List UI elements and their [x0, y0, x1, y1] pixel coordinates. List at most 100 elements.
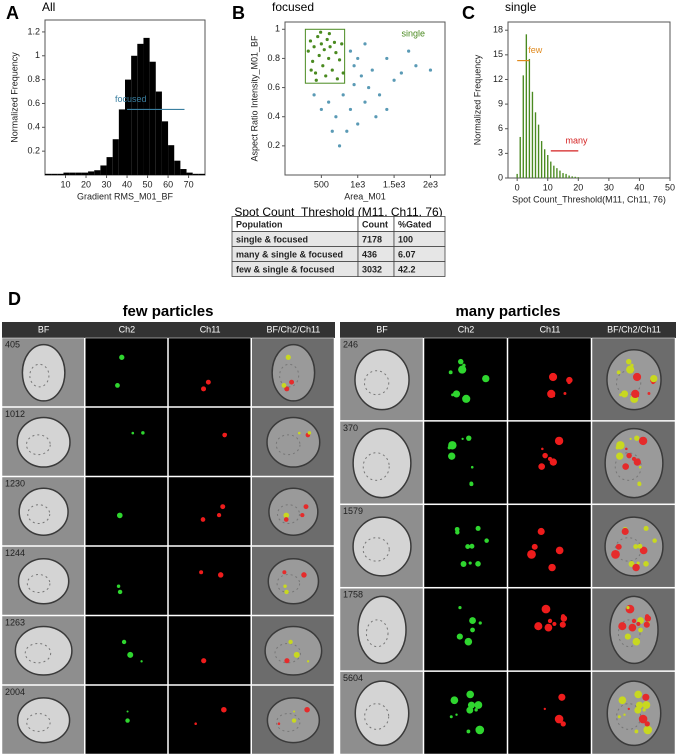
fluorescent-spot	[567, 380, 571, 385]
fluorescent-spot	[288, 639, 293, 645]
fluorescent-spot	[277, 722, 281, 725]
scatter-point	[319, 107, 323, 112]
fluorescent-spot	[466, 435, 472, 441]
table-value: 42.2	[398, 264, 416, 274]
image-tile	[423, 587, 508, 671]
fluorescent-spot	[449, 715, 453, 719]
cell-id: 370	[343, 423, 358, 433]
cell-texture	[27, 504, 51, 524]
fluorescent-spot	[300, 512, 305, 518]
histogram-bar	[94, 170, 101, 175]
fluorescent-spot	[547, 389, 556, 399]
histogram-bar	[45, 173, 52, 175]
fluorescent-spot	[205, 379, 211, 385]
x-axis-label: Gradient RMS_M01_BF	[77, 191, 174, 201]
fluorescent-spot	[632, 372, 642, 382]
scatter-point	[334, 51, 338, 55]
fluorescent-spot	[616, 370, 621, 375]
histogram-bar	[192, 173, 199, 175]
y-tick-label: 0.8	[27, 74, 40, 84]
fluorescent-spot	[626, 452, 632, 459]
cell-body	[16, 697, 71, 744]
fluorescent-spot	[627, 707, 630, 711]
gate-label: single	[401, 28, 425, 38]
scatter-point	[312, 45, 316, 49]
fluorescent-spot	[115, 383, 120, 388]
x-tick-label: 2e3	[423, 179, 438, 189]
fluorescent-spot	[201, 658, 207, 664]
fluorescent-spot	[465, 544, 471, 549]
cell-body	[17, 557, 70, 605]
bar	[556, 168, 558, 178]
scatter-point	[314, 78, 318, 82]
scatter-point	[335, 77, 339, 81]
image-tile	[85, 476, 168, 546]
fluorescent-spot	[475, 525, 481, 531]
cell-texture	[24, 642, 52, 664]
bar	[525, 34, 528, 178]
y-tick-label: 1	[35, 50, 40, 60]
fluorescent-spot	[634, 435, 640, 441]
fluorescent-spot	[643, 725, 653, 735]
scatter-point	[337, 144, 342, 148]
gallery-title: few particles	[123, 303, 214, 320]
cell-texture	[362, 537, 390, 562]
bar	[534, 112, 537, 178]
scatter-point	[348, 107, 353, 112]
image-tile	[507, 337, 592, 421]
cell-body	[352, 427, 412, 499]
fluorescent-spot	[622, 463, 629, 470]
fluorescent-spot	[628, 623, 637, 632]
cell-texture	[25, 434, 51, 456]
fluorescent-spot	[291, 718, 297, 723]
cell-id: 1244	[5, 548, 25, 558]
y-axis-label: Aspect Ratio Intensity_M01_BF	[249, 35, 259, 162]
fluorescent-spot	[531, 543, 538, 550]
fluorescent-spot	[631, 618, 637, 624]
cell-id: 1230	[5, 478, 25, 488]
fluorescent-spot	[281, 383, 287, 388]
fluorescent-spot	[117, 589, 123, 595]
fluorescent-spot	[559, 621, 566, 628]
table-value: single & focused	[236, 234, 308, 244]
fluorescent-spot	[638, 714, 648, 724]
gate-label: many	[566, 135, 589, 145]
fluorescent-spot	[469, 481, 474, 486]
table-value: 6.07	[398, 249, 416, 259]
column-header: Ch11	[540, 324, 561, 334]
table-value: few & single & focused	[236, 264, 335, 274]
fluorescent-spot	[200, 517, 206, 522]
y-tick-label: 1	[275, 24, 280, 34]
fluorescent-spot	[127, 651, 134, 658]
y-tick-label: 9	[498, 98, 503, 108]
scatter-point	[332, 40, 337, 45]
fluorescent-spot	[304, 706, 310, 713]
fluorescent-spot	[616, 452, 624, 460]
y-axis-label: Normalized Frequency	[472, 54, 482, 145]
scatter-point	[367, 85, 371, 90]
fluorescent-spot	[560, 614, 566, 619]
scatter-point	[341, 93, 345, 97]
cell-body	[271, 343, 316, 402]
gallery-header	[340, 322, 676, 338]
scatter-point	[312, 93, 316, 97]
bar	[516, 173, 518, 178]
fluorescent-spot	[457, 358, 464, 365]
fluorescent-spot	[542, 452, 548, 459]
fluorescent-spot	[633, 458, 641, 466]
cell-texture	[363, 370, 390, 396]
fluorescent-spot	[284, 658, 290, 664]
image-tile	[85, 337, 168, 407]
column-header: Ch2	[458, 324, 475, 334]
fluorescent-spot	[650, 374, 658, 383]
column-header: BF	[38, 324, 50, 334]
x-tick-label: 30	[102, 179, 112, 189]
fluorescent-spot	[638, 627, 643, 633]
fluorescent-spot	[637, 543, 643, 549]
bar	[537, 124, 540, 178]
histogram-bar	[51, 173, 58, 175]
cell-texture	[276, 504, 300, 524]
fluorescent-spot	[623, 713, 626, 716]
fluorescent-spot	[222, 432, 227, 438]
image-tile	[85, 615, 168, 685]
